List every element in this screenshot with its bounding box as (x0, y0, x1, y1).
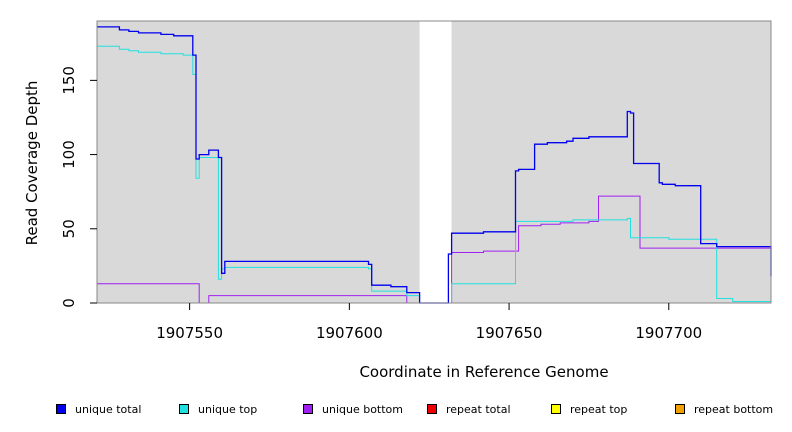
legend-item-unique-total: unique total (56, 400, 141, 418)
legend-label: repeat top (570, 402, 628, 416)
y-axis-title: Read Coverage Depth (23, 81, 41, 246)
legend-swatch (303, 404, 313, 414)
series-line-unique-top (97, 45, 771, 304)
y-tick-label: 0 (60, 298, 78, 308)
legend-label: repeat bottom (694, 402, 774, 416)
legend: unique total unique top unique bottom repea… (0, 400, 792, 420)
legend-item-repeat-bottom: repeat bottom (675, 400, 773, 418)
x-tick-label: 1907550 (156, 324, 223, 342)
legend-swatch (551, 404, 561, 414)
y-tick-label: 50 (60, 219, 78, 238)
legend-item-unique-top: unique top (179, 400, 257, 418)
x-tick-label: 1907600 (316, 324, 383, 342)
x-tick-label: 1907650 (476, 324, 543, 342)
legend-item-repeat-top: repeat top (551, 400, 627, 418)
coverage-chart: 1907550 1907600 1907650 1907700 0 50 100 150 C… (23, 20, 772, 381)
plot-frame (96, 20, 772, 304)
legend-label: repeat total (446, 402, 511, 416)
legend-swatch (427, 404, 437, 414)
x-tick-label: 1907700 (635, 324, 702, 342)
legend-label: unique bottom (322, 402, 404, 416)
legend-swatch (56, 404, 66, 414)
x-axis: 1907550 1907600 1907650 1907700 (156, 303, 702, 342)
series-line-unique-total (97, 26, 772, 304)
y-axis: 0 50 100 150 (60, 66, 97, 308)
y-tick-label: 100 (60, 140, 78, 169)
legend-swatch (179, 404, 189, 414)
legend-swatch (675, 404, 685, 414)
legend-label: unique top (198, 402, 258, 416)
legend-label: unique total (75, 402, 142, 416)
x-axis-title: Coordinate in Reference Genome (359, 363, 608, 381)
y-tick-label: 150 (60, 66, 78, 95)
series-line-unique-bottom (97, 195, 772, 304)
gap-region (419, 21, 452, 303)
legend-item-unique-bottom: unique bottom (303, 400, 403, 418)
legend-item-repeat-total: repeat total (427, 400, 511, 418)
